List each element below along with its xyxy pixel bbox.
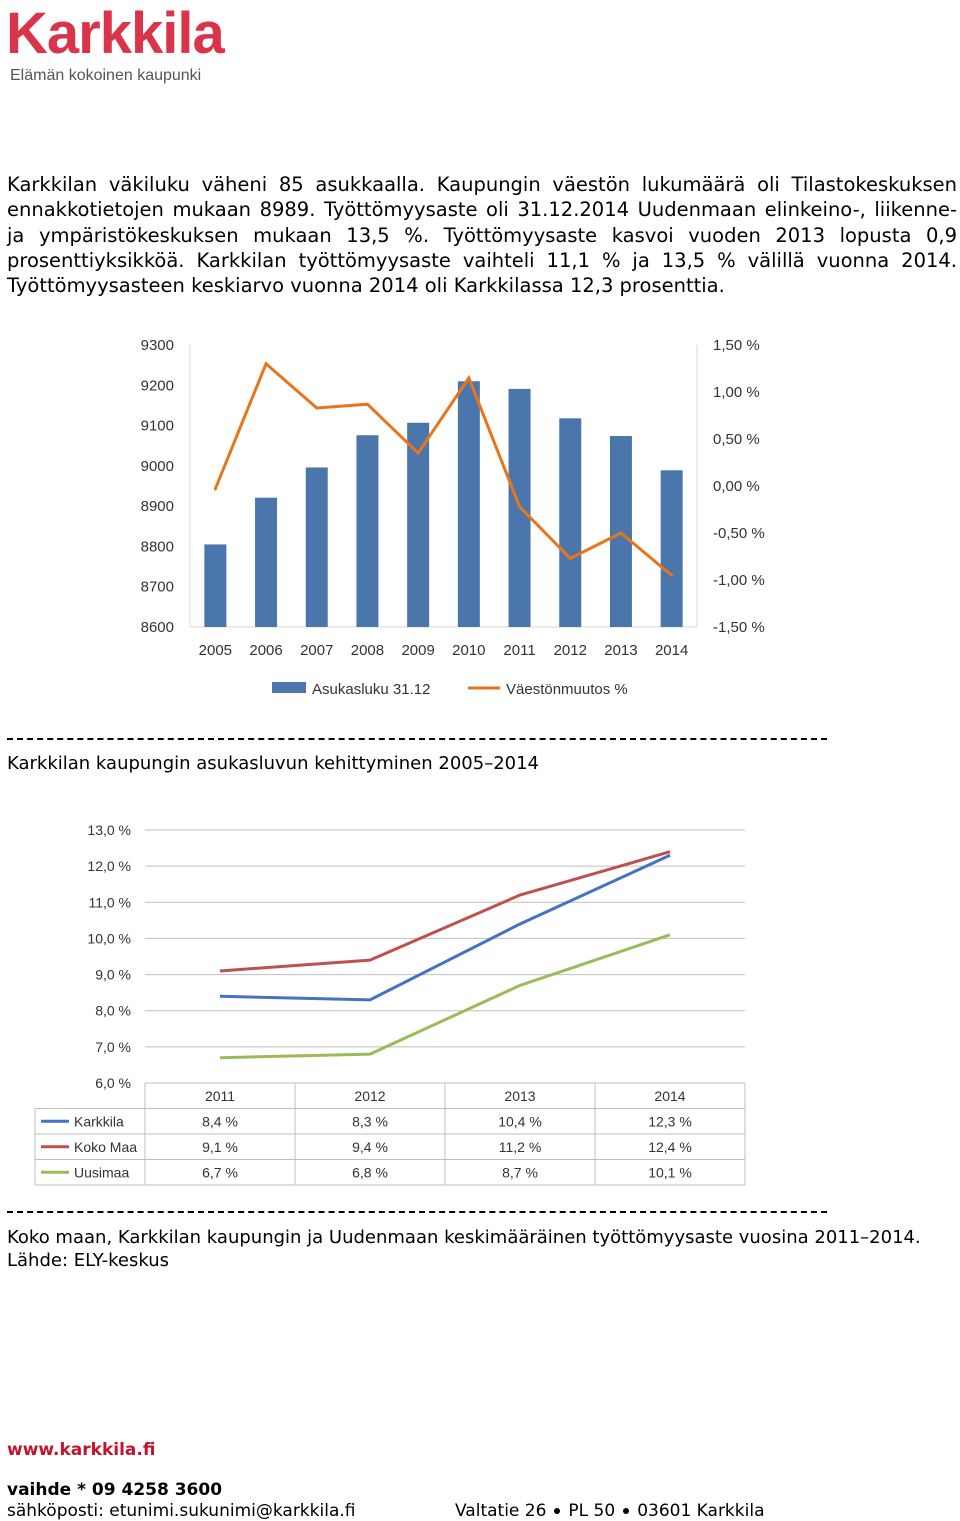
table-cell: 12,3 % (648, 1114, 692, 1130)
unemployment-chart-caption: Koko maan, Karkkilan kaupungin ja Uudenm… (7, 1227, 921, 1271)
bullet-separator (623, 1508, 630, 1514)
line-point (619, 531, 623, 535)
line-point (264, 362, 268, 366)
y-tick-label: 8700 (141, 579, 174, 596)
table-header-cell: 2013 (504, 1088, 535, 1104)
footer-street: Valtatie 26 (455, 1501, 547, 1521)
y2-tick-label: 0,50 % (713, 431, 760, 448)
footer-email: sähköposti: etunimi.sukunimi@karkkila.fi (7, 1501, 356, 1521)
x-tick-label: 2006 (249, 642, 282, 659)
legend-label: Asukasluku 31.12 (312, 681, 430, 698)
bullet-separator (554, 1508, 561, 1514)
x-tick-label: 2012 (554, 642, 587, 659)
line-point (416, 451, 420, 455)
line-point (467, 376, 471, 380)
table-cell: 6,7 % (202, 1165, 238, 1181)
x-tick-label: 2011 (503, 642, 535, 659)
footer-pobox: PL 50 (568, 1501, 616, 1521)
table-cell: 8,3 % (352, 1114, 388, 1130)
y-tick-label: 12,0 % (87, 858, 131, 874)
bar (356, 435, 379, 627)
logo-wordmark: Karkkila (6, 1, 225, 66)
table-cell: 6,8 % (352, 1165, 388, 1181)
y-tick-label: 9100 (141, 418, 174, 435)
x-tick-label: 2008 (351, 642, 384, 659)
table-row-label: Uusimaa (74, 1165, 129, 1181)
y-tick-label: 11,0 % (88, 894, 131, 910)
line-point (213, 487, 217, 491)
footer-postal: 03601 Karkkila (637, 1501, 765, 1521)
footer-address: Valtatie 26 PL 50 03601 Karkkila (455, 1501, 764, 1521)
y2-tick-label: -1,50 % (713, 619, 765, 636)
population-chart: 8600 8700 8800 8900 9000 9100 9200 9300 -1,50 % -… (141, 337, 765, 698)
footer-phone: vaihde * 09 4258 3600 (7, 1480, 223, 1500)
bar (204, 544, 227, 627)
karkkila-logo: Karkkila Elämän kokoinen kaupunki (6, 2, 226, 90)
series-line (213, 361, 673, 577)
y-tick-label: 8900 (141, 498, 174, 515)
x-tick-label: 2010 (452, 642, 485, 659)
y2-tick-label: -0,50 % (713, 525, 765, 542)
y-tick-label: 9000 (141, 458, 174, 475)
line-point (315, 406, 319, 410)
x-tick-label: 2005 (199, 642, 232, 659)
bar (660, 470, 683, 627)
table-cell: 11,2 % (499, 1139, 542, 1155)
table-cell: 9,4 % (352, 1139, 388, 1155)
caption-separator (7, 1211, 827, 1213)
table-header-cell: 2014 (654, 1088, 685, 1104)
y2-tick-label: 1,50 % (713, 337, 760, 354)
bar (305, 467, 328, 627)
x-tick-label: 2013 (604, 642, 637, 659)
table-cell: 12,4 % (648, 1139, 692, 1155)
y-tick-label: 9,0 % (95, 967, 131, 983)
table-header-cell: 2012 (354, 1088, 385, 1104)
y2-tick-label: -1,00 % (713, 572, 765, 589)
series-line (219, 933, 671, 1060)
y2-tick-label: 0,00 % (713, 478, 760, 495)
y-tick-label: 7,0 % (95, 1039, 131, 1055)
bar (559, 418, 582, 627)
population-chart-caption: Karkkilan kaupungin asukasluvun kehittym… (7, 753, 540, 774)
intro-paragraph: Karkkilan väkiluku väheni 85 asukkaalla.… (7, 173, 957, 298)
y-tick-label: 13,0 % (87, 822, 131, 838)
table-row-label: Koko Maa (74, 1139, 137, 1155)
table-cell: 9,1 % (202, 1139, 238, 1155)
y-tick-label: 8,0 % (95, 1003, 131, 1019)
table-cell: 8,4 % (202, 1114, 238, 1130)
table-row-label: Karkkila (74, 1114, 124, 1130)
line-point (365, 402, 369, 406)
y-tick-label: 9300 (141, 337, 174, 354)
y-tick-label: 10,0 % (87, 930, 131, 946)
y-tick-label: 8600 (141, 619, 174, 636)
y-tick-label: 9200 (141, 377, 174, 394)
x-tick-label: 2007 (300, 642, 333, 659)
y-tick-label: 8800 (141, 538, 174, 555)
caption-separator (7, 738, 827, 740)
line-point (518, 505, 522, 509)
y2-tick-label: 1,00 % (713, 384, 760, 401)
unemployment-chart: 6,0 % 7,0 % 8,0 % 9,0 % 10,0 % 11,0 % 12,0 % 13… (34, 822, 746, 1186)
line-point (568, 556, 572, 560)
table-cell: 10,1 % (648, 1165, 692, 1181)
bar (255, 497, 278, 627)
legend-label: Väestönmuutos % (506, 681, 628, 698)
x-tick-label: 2009 (401, 642, 434, 659)
line-point (670, 573, 674, 577)
y-tick-label: 6,0 % (95, 1075, 131, 1091)
series-line (219, 850, 671, 973)
table-cell: 8,7 % (502, 1165, 538, 1181)
table-cell: 10,4 % (498, 1114, 542, 1130)
series-line (219, 853, 671, 1002)
website-link[interactable]: www.karkkila.fi (7, 1440, 156, 1460)
legend-swatch-bar (272, 682, 306, 693)
logo-tagline: Elämän kokoinen kaupunki (10, 67, 202, 84)
bar (407, 422, 430, 627)
table-header-cell: 2011 (205, 1088, 235, 1104)
x-tick-label: 2014 (655, 642, 688, 659)
bar (457, 381, 480, 627)
